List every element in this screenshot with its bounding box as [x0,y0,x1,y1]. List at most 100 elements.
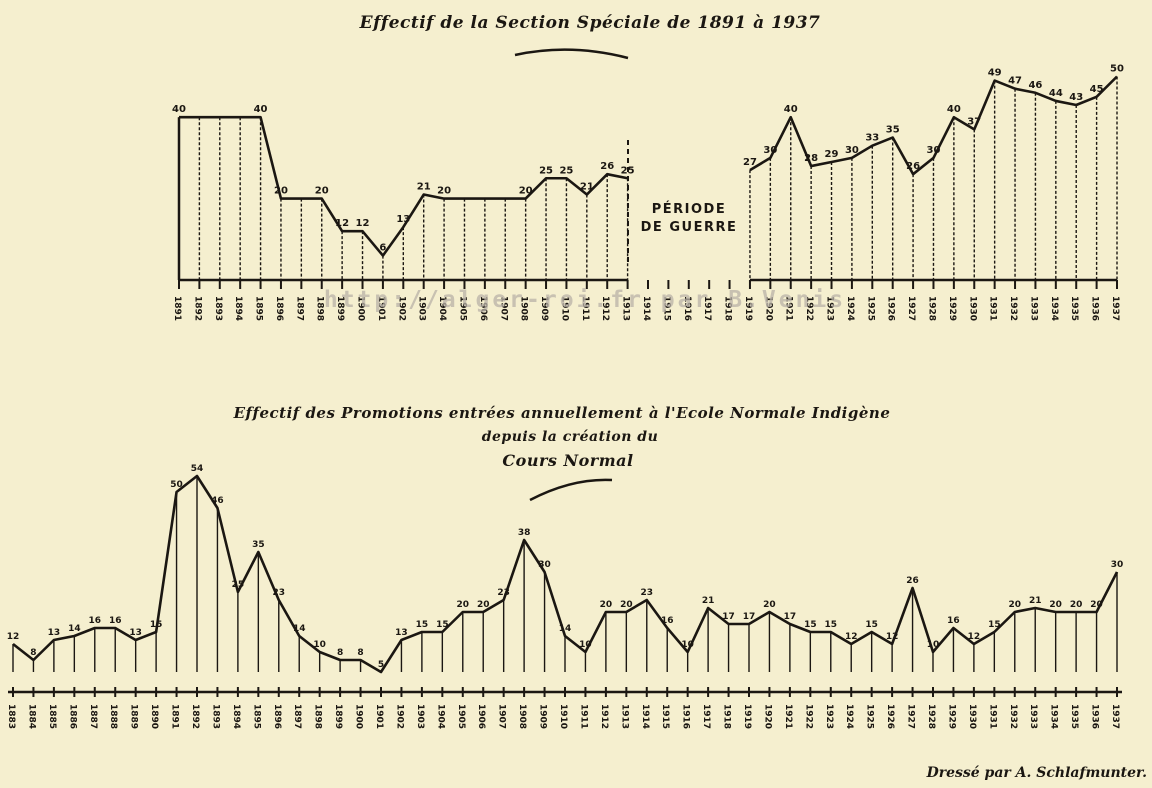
chart2-data-label: 5 [378,660,384,670]
chart2-title-line2: depuis la création du [482,429,659,445]
chart2-plot: 1883 1884 1885 1886 1887 1888 1889 1890 1891 1892… [6,464,1123,729]
chart2-data-label: 30 [1111,560,1124,570]
chart2-data-label: 20 [477,600,490,610]
chart1-plot: 1891 1892 1893 1894 1895 1896 1897 1898 1899 1900… [172,64,1124,322]
chart1-tick-label: 1929 [947,296,957,321]
chart2-data-label: 38 [518,528,531,538]
chart2-data-label: 14 [68,624,81,634]
chart1-tick-label: 1909 [539,296,549,321]
chart1-tick-label: 1897 [294,296,304,321]
chart1-tick-label: 1907 [498,296,508,321]
chart2-data-label: 16 [947,616,960,626]
chart2-tick-label: 1895 [251,704,261,729]
chart1-tick-label: 1921 [784,296,794,321]
chart1-tick-label: 1905 [457,296,467,321]
chart2-tick-label: 1899 [333,704,343,729]
chart2-tick-label: 1900 [354,704,364,729]
chart1-data-label: 30 [763,145,777,156]
chart1-tick-label: 1923 [825,296,835,321]
chart1-tick-label: 1913 [621,296,631,321]
chart1-data-label: 26 [906,161,920,172]
chart2-data-label: 23 [641,588,654,598]
chart2-tick-label: 1926 [885,704,895,729]
chart2-data-label: 15 [988,620,1001,630]
chart2-data-label: 17 [784,612,797,622]
chart2-title-line1: Effectif des Promotions entrées annuelle… [233,404,891,422]
chart2-data-label: 13 [129,628,142,638]
chart2-tick-label: 1928 [926,704,936,729]
chart2-data-label: 8 [30,648,36,658]
chart2-tick-label: 1920 [762,704,772,729]
chart1-tick-label: 1925 [865,296,875,321]
chart1-tick-label: 1903 [417,296,427,321]
chart1-data-label: 30 [927,145,941,156]
chart1-data-label: 12 [335,218,349,229]
chart1-data-label: 47 [1008,76,1022,87]
chart2-tick-label: 1891 [170,704,180,729]
chart2-tick-label: 1888 [108,704,118,729]
chart2-tick-label: 1931 [987,704,997,729]
chart1-data-label: 12 [356,218,370,229]
chart1-data-label: 46 [1028,80,1042,91]
chart2-tick-label: 1885 [47,704,57,729]
chart2-title-flourish [529,478,613,502]
chart2-data-label: 20 [1049,600,1062,610]
chart2-tick-label: 1907 [497,704,507,729]
chart1-tick-label: 1935 [1069,296,1079,321]
chart2-data-label: 30 [538,560,551,570]
chart1-data-label: 25 [559,165,573,176]
chart1-tick-label: 1926 [886,296,896,321]
chart2-tick-label: 1936 [1090,704,1100,729]
chart1-tick-label: 1922 [804,296,814,321]
chart1-data-label: 13 [396,214,410,225]
chart2-data-label: 14 [293,624,306,634]
chart2-tick-label: 1912 [599,704,609,729]
chart1-data-label: 28 [804,153,818,164]
chart2-data-label: 20 [620,600,633,610]
watermark-text: http://alger-roi.fr par B.Venis [324,287,846,313]
chart1-series-line [179,115,628,257]
chart1-tick-label: 1919 [743,296,753,321]
chart2-data-label: 15 [416,620,429,630]
chart2-tick-label: 1893 [210,704,220,729]
chart2-data-label: 10 [579,640,592,650]
chart1-tick-label: 1908 [519,296,529,321]
chart2-data-label: 10 [681,640,694,650]
chart1-tick-label: 1937 [1110,296,1120,321]
chart2-data-label: 10 [927,640,940,650]
chart1-data-label: 26 [600,161,614,172]
chart2-data-label: 20 [1009,600,1022,610]
chart1-tick-label: 1930 [967,296,977,321]
credit-text: Dressé par A. Schlafmunter. [926,765,1147,781]
chart2-tick-label: 1934 [1049,704,1059,729]
chart1-data-label: 21 [417,182,431,193]
chart2-tick-label: 1917 [701,704,711,729]
chart2-data-label: 12 [886,632,899,642]
chart1-tick-label: 1917 [702,296,712,321]
chart1-data-label: 21 [580,182,594,193]
chart2-tick-label: 1929 [946,704,956,729]
chart2-tick-label: 1910 [558,704,568,729]
chart2-tick-label: 1901 [374,704,384,729]
chart1-tick-label: 1901 [376,296,386,321]
chart2-data-label: 14 [559,624,572,634]
chart1-data-label: 40 [784,104,798,115]
chart2-data-label: 20 [600,600,613,610]
chart2-tick-label: 1908 [517,704,527,729]
chart1-data-label: 25 [621,165,635,176]
chart2-tick-label: 1906 [476,704,486,729]
chart1-tick-label: 1900 [356,296,366,321]
chart2-title-line3: Cours Normal [502,451,633,470]
chart2-tick-label: 1932 [1008,704,1018,729]
chart1-tick-label: 1891 [172,296,182,321]
chart2-tick-label: 1903 [415,704,425,729]
chart1-data-label: 43 [1069,92,1083,103]
chart1-data-label: 49 [988,68,1002,79]
chart2-data-label: 8 [357,648,363,658]
chart2-tick-label: 1913 [619,704,629,729]
chart1-tick-label: 1910 [559,296,569,321]
chart2-tick-label: 1896 [272,704,282,729]
chart1-tick-label: 1915 [661,296,671,321]
chart2-data-label: 12 [7,632,20,642]
